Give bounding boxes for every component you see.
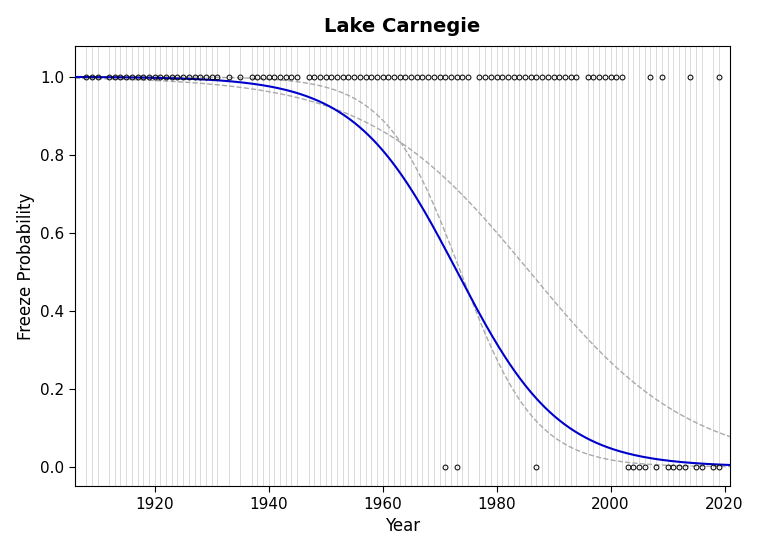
Y-axis label: Freeze Probability: Freeze Probability: [17, 192, 35, 339]
Title: Lake Carnegie: Lake Carnegie: [324, 17, 481, 36]
X-axis label: Year: Year: [385, 517, 420, 535]
